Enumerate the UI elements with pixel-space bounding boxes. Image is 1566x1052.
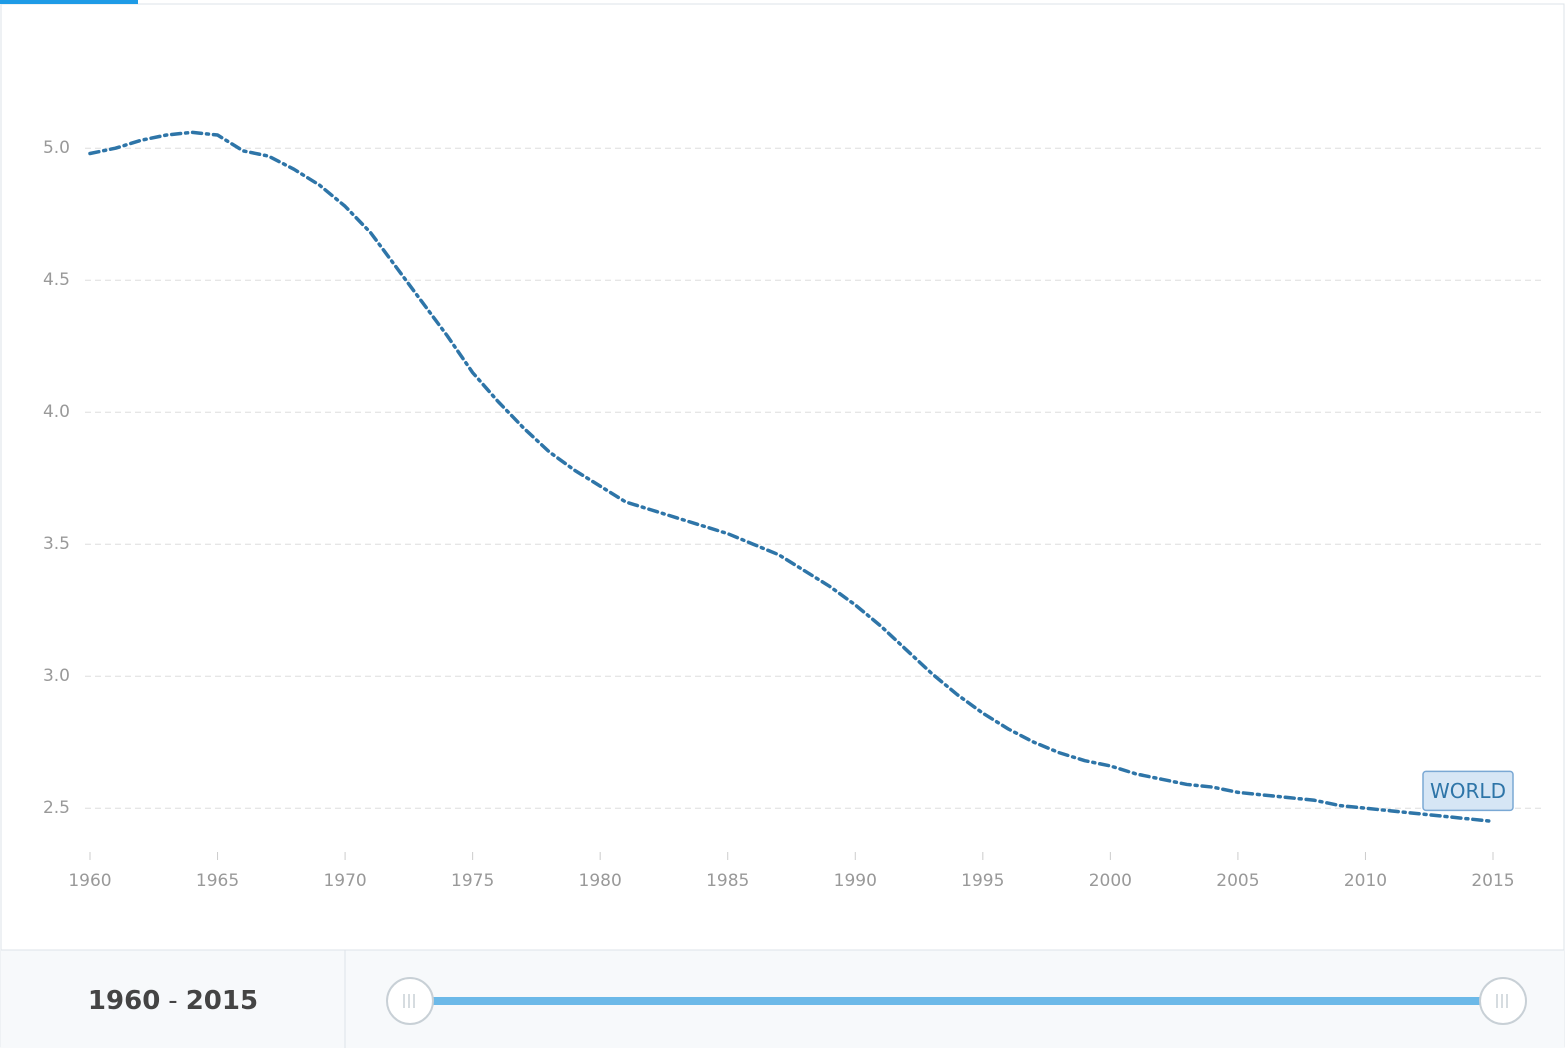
y-tick-label: 3.5 bbox=[43, 534, 70, 554]
x-tick-label: 1975 bbox=[451, 871, 494, 891]
data-line bbox=[88, 130, 1495, 824]
handle-grip bbox=[403, 994, 415, 1008]
range-end: 2015 bbox=[186, 986, 258, 1016]
range-label: 1960-2015 bbox=[88, 986, 258, 1016]
handle-circle[interactable] bbox=[386, 977, 434, 1025]
y-tick-label: 4.5 bbox=[43, 270, 70, 290]
x-tick-label: 2000 bbox=[1089, 871, 1132, 891]
y-tick-label: 5.0 bbox=[43, 138, 70, 158]
y-tick-label: 3.0 bbox=[43, 666, 70, 686]
x-tick-label: 2015 bbox=[1471, 871, 1514, 891]
series-label: WORLD bbox=[1430, 779, 1506, 803]
slider-handle[interactable] bbox=[1479, 977, 1527, 1025]
chart-frame bbox=[0, 3, 1565, 1048]
range-separator: - bbox=[168, 986, 177, 1016]
handle-circle[interactable] bbox=[1479, 977, 1527, 1025]
y-tick-label: 4.0 bbox=[43, 402, 70, 422]
x-tick-label: 1965 bbox=[196, 871, 239, 891]
x-tick-label: 1990 bbox=[834, 871, 877, 891]
x-tick-label: 2005 bbox=[1216, 871, 1259, 891]
handle-grip bbox=[1496, 994, 1508, 1008]
range-start: 1960 bbox=[88, 986, 160, 1016]
x-tick-label: 1980 bbox=[579, 871, 622, 891]
y-tick-label: 2.5 bbox=[43, 798, 70, 818]
x-tick-label: 1970 bbox=[323, 871, 366, 891]
slider-handle[interactable] bbox=[386, 977, 434, 1025]
x-tick-label: 1985 bbox=[706, 871, 749, 891]
series-label-box bbox=[1422, 770, 1514, 812]
x-tick-label: 2010 bbox=[1344, 871, 1387, 891]
x-tick-label: 1960 bbox=[68, 871, 111, 891]
active-tab-indicator bbox=[0, 0, 138, 4]
x-tick-label: 1995 bbox=[961, 871, 1004, 891]
